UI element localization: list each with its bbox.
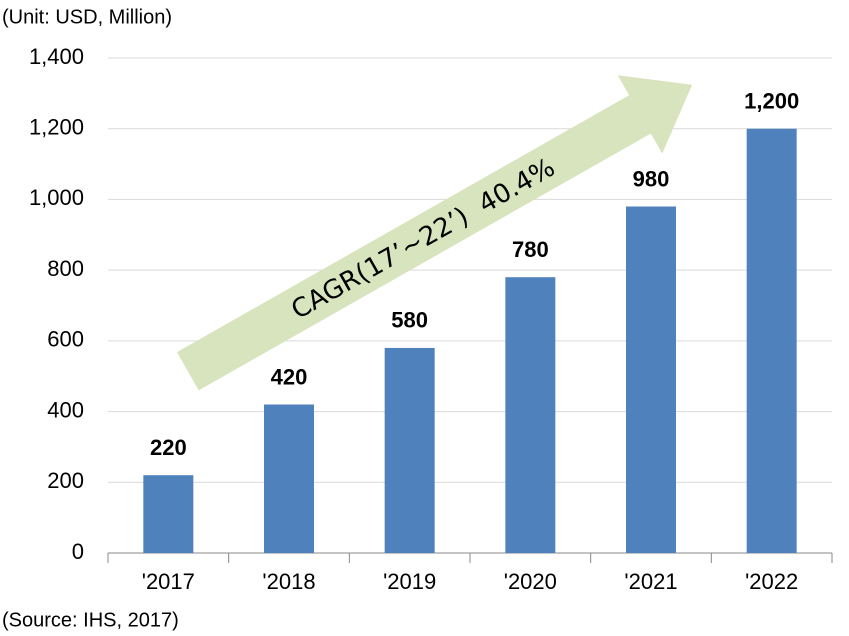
x-tick-label: '2021 xyxy=(624,569,677,594)
y-tick-label: 600 xyxy=(47,327,84,352)
x-tick-label: '2019 xyxy=(383,569,436,594)
value-label: 780 xyxy=(512,237,549,262)
x-tick-label: '2018 xyxy=(262,569,315,594)
value-label: 1,200 xyxy=(744,89,799,114)
y-tick-label: 1,200 xyxy=(29,115,84,140)
y-tick-label: 1,000 xyxy=(29,185,84,210)
bar xyxy=(264,404,314,553)
y-tick-label: 0 xyxy=(72,539,84,564)
x-tick-label: '2020 xyxy=(504,569,557,594)
value-label: 420 xyxy=(271,364,308,389)
value-label: 220 xyxy=(150,435,187,460)
value-label: 980 xyxy=(633,166,670,191)
value-label: 580 xyxy=(391,308,428,333)
y-tick-label: 200 xyxy=(47,468,84,493)
bar xyxy=(746,128,797,553)
bar xyxy=(626,206,676,553)
x-tick-label: '2017 xyxy=(142,569,195,594)
bar xyxy=(384,347,435,553)
x-tick-label: '2022 xyxy=(745,569,798,594)
source-label: (Source: IHS, 2017) xyxy=(2,609,179,631)
y-tick-label: 800 xyxy=(47,256,84,281)
bar xyxy=(505,277,556,553)
y-tick-label: 1,400 xyxy=(29,44,84,69)
arrow-shape xyxy=(176,75,693,391)
bar xyxy=(143,475,194,553)
unit-label: (Unit: USD, Million) xyxy=(2,6,172,28)
plot-area: 0 200 400 600 800 1,000 1,200 1,400 '2017 220 '201… xyxy=(29,44,833,594)
y-tick-label: 400 xyxy=(47,397,84,422)
